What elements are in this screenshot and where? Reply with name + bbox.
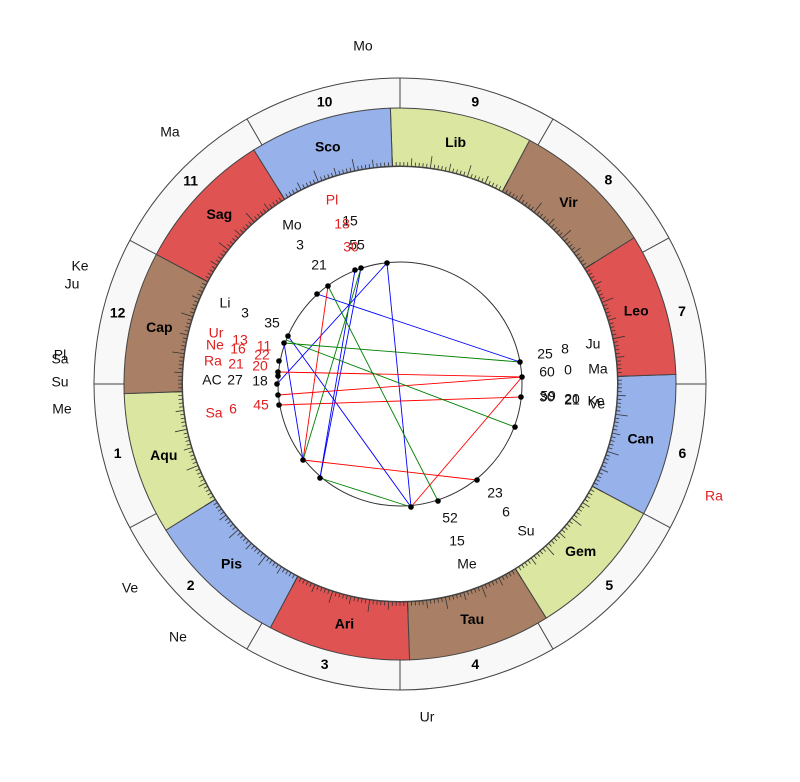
house-number: 1 xyxy=(114,445,122,461)
house-number: 4 xyxy=(471,656,479,672)
planet-dot xyxy=(408,504,414,510)
planet-label: 60 xyxy=(539,364,555,380)
degree-tick xyxy=(180,414,184,415)
sign-label: Ari xyxy=(335,615,354,631)
house-number: 9 xyxy=(471,94,479,110)
planet-dot xyxy=(275,373,281,379)
inner-white xyxy=(183,167,618,602)
planet-label: 18 xyxy=(252,373,268,389)
planet-label: 0 xyxy=(564,362,572,378)
planet-label: Ju xyxy=(65,276,80,292)
planet-dot xyxy=(314,291,320,297)
planet-dot xyxy=(325,283,331,289)
degree-tick xyxy=(369,164,370,168)
degree-tick xyxy=(616,353,620,354)
sign-label: Can xyxy=(627,430,653,446)
house-number: 7 xyxy=(678,303,686,319)
sign-label: Gem xyxy=(565,543,596,559)
house-number: 8 xyxy=(605,172,613,188)
planet-dot xyxy=(435,498,441,504)
sign-label: Cap xyxy=(146,319,172,335)
house-number: 12 xyxy=(110,304,126,320)
planet-label: Li xyxy=(220,295,231,311)
planet-dot xyxy=(275,392,281,398)
sign-label: Leo xyxy=(624,302,649,318)
planet-label: 45 xyxy=(253,397,269,413)
sign-label: Aqu xyxy=(150,447,177,463)
house-number: 3 xyxy=(321,656,329,672)
planet-label: 3 xyxy=(296,237,304,253)
planet-label: Ju xyxy=(586,336,601,352)
planet-label: 15 xyxy=(449,533,465,549)
planet-label: 35 xyxy=(264,315,280,331)
planet-label: 30 xyxy=(343,239,359,255)
planet-label: Me xyxy=(457,556,477,572)
planet-dot xyxy=(300,457,306,463)
house-number: 6 xyxy=(678,445,686,461)
planet-label: Ra xyxy=(705,488,723,504)
degree-tick xyxy=(430,600,431,604)
house-number: 2 xyxy=(187,577,195,593)
sign-label: Pis xyxy=(221,555,242,571)
planet-label: 3 xyxy=(241,305,249,321)
planet-label: 52 xyxy=(442,510,458,526)
planet-label: Sa xyxy=(205,405,222,421)
sign-label: Sco xyxy=(315,138,341,154)
sign-label: Sag xyxy=(207,206,233,222)
planet-label: AC xyxy=(202,372,221,388)
planet-label: Su xyxy=(51,374,68,390)
planet-dot xyxy=(281,340,287,346)
planet-dot xyxy=(317,475,323,481)
planet-label: 59 xyxy=(540,388,556,404)
planet-dot xyxy=(517,359,523,365)
house-number: 5 xyxy=(605,577,613,593)
sign-label: Vir xyxy=(559,194,578,210)
planet-dot xyxy=(474,477,480,483)
planet-label: Ma xyxy=(588,361,608,377)
planet-label: Ma xyxy=(160,124,180,140)
planet-label: 16 xyxy=(230,341,246,357)
planet-label: Ne xyxy=(206,337,224,353)
planet-label: 6 xyxy=(229,401,237,417)
planet-label: Me xyxy=(52,401,72,417)
planet-label: 6 xyxy=(502,504,510,520)
planet-dot xyxy=(274,381,280,387)
planet-dot xyxy=(384,260,390,266)
planet-label: 21 xyxy=(311,257,327,273)
planet-dot xyxy=(519,374,525,380)
planet-label: 25 xyxy=(537,346,553,362)
planet-label: Pl xyxy=(326,192,338,208)
sign-label: Lib xyxy=(445,134,466,150)
planet-label: 27 xyxy=(227,372,243,388)
planet-label: 8 xyxy=(561,341,569,357)
planet-dot xyxy=(518,394,524,400)
house-number: 10 xyxy=(317,94,333,110)
planet-dot xyxy=(358,265,364,271)
planet-label: Ve xyxy=(122,580,139,596)
planet-label: 21 xyxy=(564,392,580,408)
planet-label: 23 xyxy=(487,485,503,501)
planet-dot xyxy=(276,402,282,408)
planet-label: 20 xyxy=(252,358,268,374)
planet-label: Ne xyxy=(169,629,187,645)
house-number: 11 xyxy=(183,173,198,189)
planet-label: Su xyxy=(517,523,534,539)
planet-label: Sa xyxy=(51,351,68,367)
planet-label: Ra xyxy=(204,353,222,369)
planet-dot xyxy=(276,358,282,364)
planet-label: Ve xyxy=(589,396,606,412)
planet-label: Ur xyxy=(420,709,435,725)
sign-label: Tau xyxy=(460,611,484,627)
planet-label: Mo xyxy=(353,38,373,54)
planet-label: 18 xyxy=(334,216,350,232)
planet-label: 21 xyxy=(228,356,244,372)
planet-dot xyxy=(352,267,358,273)
planet-label: Ke xyxy=(71,258,88,274)
planet-label: Mo xyxy=(282,217,302,233)
planet-dot xyxy=(285,333,291,339)
planet-dot xyxy=(512,424,518,430)
